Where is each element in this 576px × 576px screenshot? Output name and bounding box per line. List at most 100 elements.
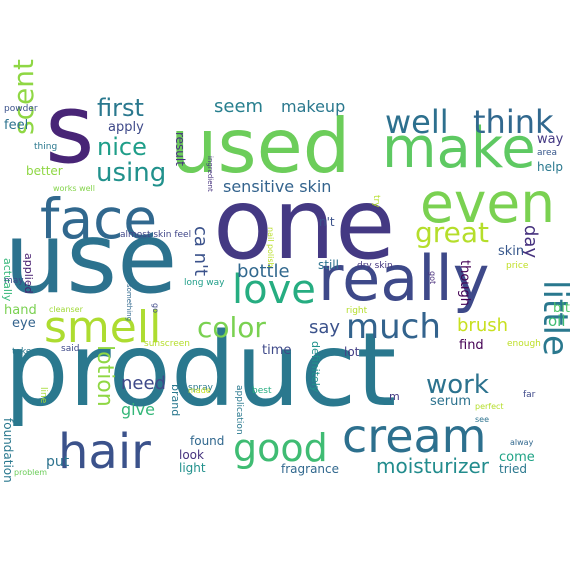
word-bottle: bottle [237, 261, 290, 282]
word-lotion: lotion [92, 345, 117, 407]
word-nice: nice [97, 133, 147, 161]
word-n-t: n't [319, 215, 335, 229]
word-said: said [61, 344, 79, 354]
word-area: area [537, 148, 557, 158]
word-really: really [318, 242, 489, 315]
word-well: well [385, 103, 449, 141]
word-color: color [197, 311, 266, 344]
word-perfect: perfect [475, 402, 504, 411]
word-thing: thing [34, 142, 57, 152]
word-even: even [420, 171, 555, 235]
word-found: found [190, 434, 224, 448]
word-spray: spray [188, 383, 214, 393]
word-one: one [213, 168, 395, 282]
word-ingredient: ingredient [206, 156, 214, 192]
word-go: go [151, 303, 160, 313]
word-face: face [40, 187, 157, 251]
word-used: used [170, 102, 350, 190]
word-smell: smell [44, 302, 161, 353]
word-using: using [96, 158, 166, 188]
word-tried: tried [499, 462, 527, 476]
word-moisturizer: moisturizer [376, 454, 490, 478]
word-applied: applied [22, 253, 35, 294]
word-made: made [188, 386, 211, 395]
word-lot: lot [344, 345, 360, 359]
word-m: m [389, 390, 400, 403]
word-sensitive-skin: sensitive skin [223, 177, 331, 196]
word-come: come [499, 450, 535, 465]
word-still: still [318, 258, 339, 272]
word-almost-skin-feel: almost skin feel [120, 230, 191, 240]
word-first: first [97, 94, 144, 122]
word-feel: feel [4, 118, 28, 133]
word-nail-polish: nail polish [266, 227, 275, 268]
word-say: say [309, 317, 340, 338]
word-much: much [346, 307, 441, 347]
word-long-way: long way [184, 278, 225, 288]
word-think: think [473, 103, 554, 141]
word-make: make [382, 116, 536, 181]
word-sunscreen: sunscreen [144, 339, 190, 349]
word-works-well: works well [53, 184, 95, 193]
word-far: far [523, 390, 536, 400]
word-use: use [4, 202, 177, 316]
word-dry-skin: dry skin [357, 261, 393, 271]
word-may: may [4, 276, 24, 286]
word-though: though [457, 260, 472, 306]
word-product: product [4, 311, 396, 430]
word-help: help [537, 160, 563, 174]
word-good: good [233, 426, 328, 470]
word-great: great [415, 216, 489, 249]
word-something: something [125, 284, 133, 321]
word-foundation: foundation [1, 418, 15, 483]
word-hair: hair [58, 424, 151, 480]
word-see: see [475, 415, 489, 424]
word-enough: enough [507, 339, 541, 349]
word-problem: problem [14, 468, 47, 477]
word-price: price [506, 261, 529, 271]
word-light: light [179, 461, 206, 475]
word-actually: actually [1, 258, 14, 302]
word-ca-n-t: ca n't [190, 226, 211, 276]
word-powder: powder [4, 104, 38, 114]
word-right: right [346, 306, 368, 316]
word-try: try [371, 195, 381, 208]
word-give: give [121, 400, 155, 419]
word-better: better [26, 164, 63, 178]
word-scent: scent [7, 59, 40, 135]
word-work: work [426, 370, 489, 400]
word-seem: seem [214, 96, 263, 117]
word-take: take [12, 347, 32, 357]
word-way: way [537, 132, 564, 147]
word-oil: oil [548, 312, 566, 330]
word-application: application [234, 385, 244, 435]
word-result: result [173, 132, 187, 166]
word-look: look [179, 448, 204, 462]
word-time: time [262, 343, 291, 358]
word-little: little [535, 280, 575, 356]
word-serum: serum [430, 394, 471, 409]
word-bit: bit [553, 301, 570, 316]
word-alway: alway [510, 438, 534, 447]
word-skin: skin [498, 244, 524, 259]
word-day: day [520, 225, 541, 258]
word-put: put [46, 454, 70, 470]
word-best: best [252, 386, 272, 396]
word-brand: brand [169, 384, 182, 416]
word-love: love [232, 267, 316, 313]
word-eye: eye [12, 316, 36, 331]
word-makeup: makeup [281, 97, 345, 116]
word-definitely: definitely [309, 341, 322, 393]
word-brush: brush [457, 315, 508, 336]
word-cream: cream [342, 409, 487, 463]
word-s: s [45, 75, 95, 185]
word-find: find [459, 338, 484, 353]
word-need: need [121, 373, 166, 394]
word-hand: hand [4, 303, 37, 318]
word-apply: apply [108, 120, 144, 135]
word-line: line [38, 387, 48, 404]
word-cleanser: cleanser [49, 305, 84, 314]
word-fragrance: fragrance [281, 462, 339, 476]
